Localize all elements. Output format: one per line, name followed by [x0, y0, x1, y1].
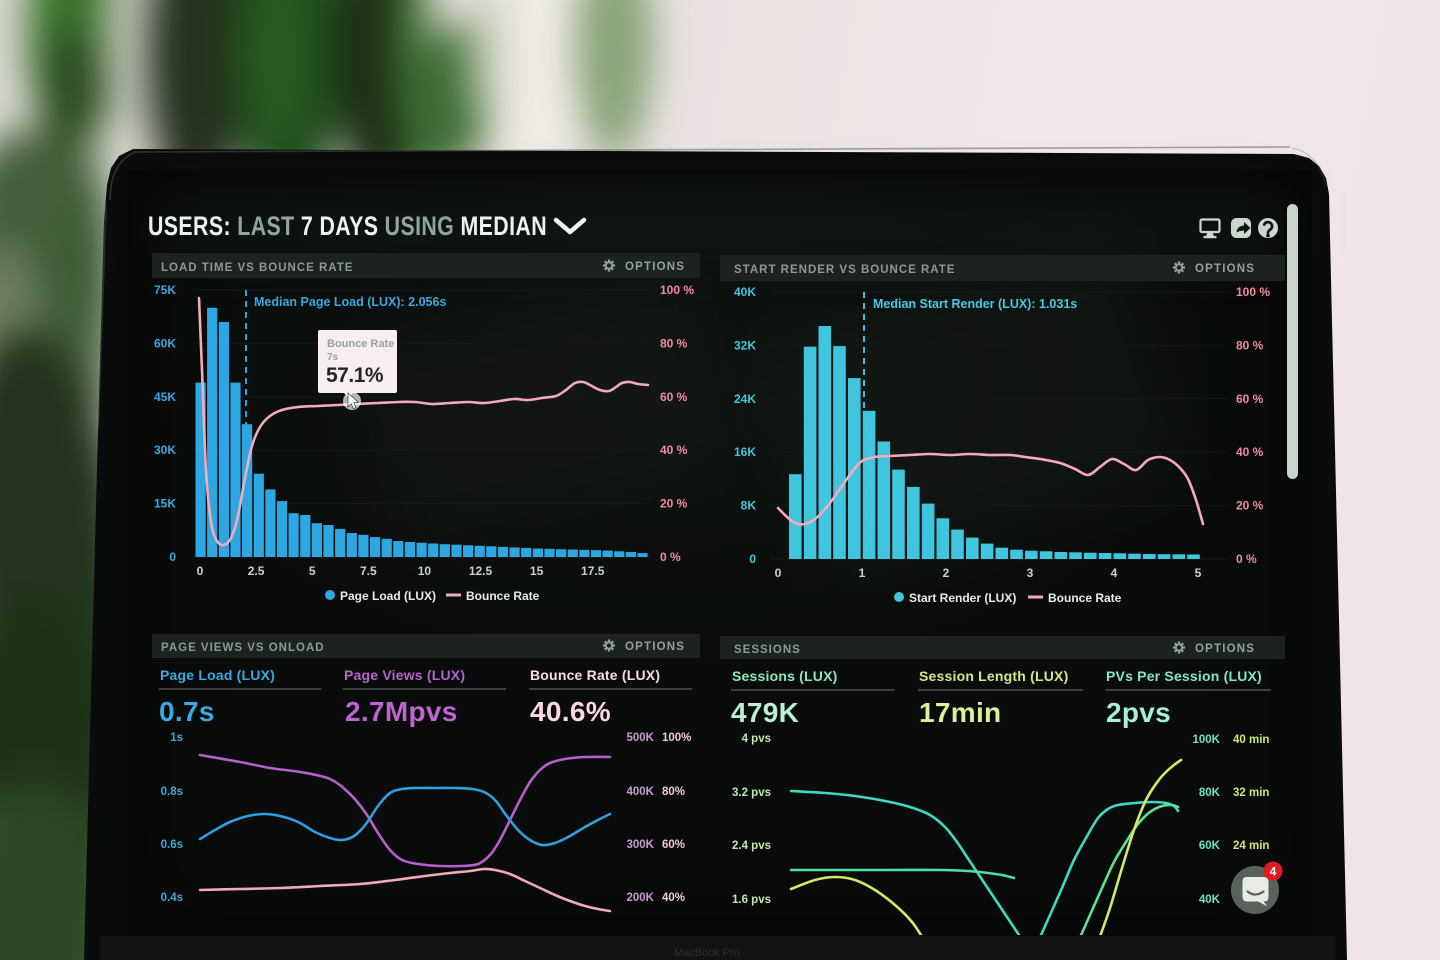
svg-text:Median Start Render (LUX): 1.0: Median Start Render (LUX): 1.031s — [873, 297, 1077, 311]
svg-text:10: 10 — [418, 564, 432, 578]
svg-text:300K: 300K — [627, 839, 655, 851]
svg-text:OPTIONS: OPTIONS — [1195, 643, 1255, 655]
svg-text:PAGE VIEWS VS ONLOAD: PAGE VIEWS VS ONLOAD — [161, 642, 325, 654]
svg-text:SESSIONS: SESSIONS — [734, 644, 801, 656]
svg-text:0: 0 — [197, 564, 204, 578]
svg-text:0: 0 — [169, 550, 176, 564]
svg-text:20 %: 20 % — [660, 497, 688, 511]
svg-text:LOAD TIME VS BOUNCE RATE: LOAD TIME VS BOUNCE RATE — [161, 262, 353, 274]
svg-text:Bounce Rate: Bounce Rate — [466, 589, 540, 603]
svg-text:4: 4 — [1270, 865, 1277, 879]
svg-text:Bounce Rate: Bounce Rate — [1048, 591, 1122, 605]
svg-text:0.6s: 0.6s — [161, 839, 183, 851]
svg-text:2.4 pvs: 2.4 pvs — [732, 840, 771, 852]
svg-text:7.5: 7.5 — [360, 564, 377, 578]
svg-text:7s: 7s — [327, 352, 339, 363]
svg-text:4: 4 — [1111, 566, 1118, 580]
svg-text:200K: 200K — [627, 892, 655, 904]
svg-text:40K: 40K — [1199, 894, 1221, 906]
svg-text:5: 5 — [1195, 566, 1202, 580]
svg-text:20 %: 20 % — [1236, 499, 1264, 513]
svg-text:Session Length (LUX): Session Length (LUX) — [919, 668, 1068, 684]
svg-text:MacBook Pro: MacBook Pro — [674, 947, 740, 959]
svg-text:Bounce Rate (LUX): Bounce Rate (LUX) — [530, 667, 660, 683]
svg-text:0.7s: 0.7s — [159, 696, 215, 727]
svg-text:17.5: 17.5 — [581, 564, 605, 578]
svg-text:8K: 8K — [741, 499, 757, 513]
svg-text:2.7Mpvs: 2.7Mpvs — [345, 696, 458, 727]
svg-text:400K: 400K — [627, 786, 655, 798]
svg-text:1: 1 — [859, 566, 866, 580]
svg-text:24 min: 24 min — [1233, 840, 1269, 852]
svg-text:100 %: 100 % — [660, 283, 694, 297]
svg-text:Median Page Load (LUX): 2.056s: Median Page Load (LUX): 2.056s — [254, 295, 446, 309]
svg-text:3.2 pvs: 3.2 pvs — [732, 787, 771, 799]
svg-text:40%: 40% — [662, 892, 685, 904]
svg-text:Bounce Rate: Bounce Rate — [327, 338, 394, 350]
svg-text:Page Views (LUX): Page Views (LUX) — [344, 667, 465, 683]
svg-text:Start Render (LUX): Start Render (LUX) — [909, 591, 1016, 605]
svg-text:45K: 45K — [154, 390, 176, 404]
svg-text:15K: 15K — [154, 497, 176, 511]
svg-text:80 %: 80 % — [660, 336, 688, 350]
svg-text:USERS: LAST 7 DAYS USING MEDIA: USERS: LAST 7 DAYS USING MEDIAN — [148, 212, 547, 242]
svg-text:START RENDER VS BOUNCE RATE: START RENDER VS BOUNCE RATE — [734, 264, 955, 276]
svg-text:479K: 479K — [731, 697, 799, 728]
svg-text:60 %: 60 % — [660, 390, 688, 404]
svg-text:100K: 100K — [1193, 734, 1221, 746]
svg-text:17min: 17min — [919, 697, 1001, 728]
svg-text:15: 15 — [530, 564, 544, 578]
svg-text:2pvs: 2pvs — [1106, 697, 1171, 728]
svg-text:OPTIONS: OPTIONS — [1195, 263, 1255, 275]
svg-text:80 %: 80 % — [1236, 338, 1264, 352]
svg-text:100 %: 100 % — [1236, 285, 1270, 299]
svg-text:0.4s: 0.4s — [161, 892, 183, 904]
svg-text:40 %: 40 % — [1236, 445, 1264, 459]
svg-text:5: 5 — [309, 564, 316, 578]
svg-text:24K: 24K — [734, 392, 756, 406]
svg-text:60K: 60K — [1199, 840, 1221, 852]
svg-text:40 min: 40 min — [1233, 734, 1269, 746]
svg-text:40K: 40K — [734, 285, 756, 299]
svg-text:32K: 32K — [734, 338, 756, 352]
svg-text:0 %: 0 % — [1236, 552, 1257, 566]
svg-text:500K: 500K — [627, 732, 655, 744]
svg-text:80K: 80K — [1199, 787, 1221, 799]
svg-text:16K: 16K — [734, 445, 756, 459]
svg-text:80%: 80% — [662, 786, 685, 798]
svg-text:60%: 60% — [662, 839, 685, 851]
svg-text:30K: 30K — [154, 443, 176, 457]
svg-text:0 %: 0 % — [660, 550, 681, 564]
svg-text:57.1%: 57.1% — [326, 364, 384, 387]
svg-text:0: 0 — [749, 552, 756, 566]
svg-text:75K: 75K — [154, 283, 176, 297]
svg-text:40 %: 40 % — [660, 443, 688, 457]
svg-text:4 pvs: 4 pvs — [742, 733, 771, 745]
svg-text:Page Load (LUX): Page Load (LUX) — [340, 589, 436, 603]
svg-text:100%: 100% — [662, 732, 691, 744]
svg-text:2: 2 — [943, 566, 950, 580]
svg-text:1.6 pvs: 1.6 pvs — [732, 894, 771, 906]
svg-text:1s: 1s — [170, 732, 183, 744]
svg-text:3: 3 — [1027, 566, 1034, 580]
svg-text:OPTIONS: OPTIONS — [625, 261, 685, 273]
svg-text:40.6%: 40.6% — [530, 696, 611, 727]
svg-text:2.5: 2.5 — [248, 564, 265, 578]
svg-text:Sessions (LUX): Sessions (LUX) — [732, 668, 838, 684]
svg-text:Page Load (LUX): Page Load (LUX) — [160, 667, 275, 683]
svg-text:60K: 60K — [154, 336, 176, 350]
svg-text:PVs Per Session (LUX): PVs Per Session (LUX) — [1106, 668, 1262, 684]
svg-text:OPTIONS: OPTIONS — [625, 641, 685, 653]
svg-text:0: 0 — [775, 566, 782, 580]
svg-text:60 %: 60 % — [1236, 392, 1264, 406]
svg-text:12.5: 12.5 — [469, 564, 493, 578]
svg-text:0.8s: 0.8s — [161, 786, 183, 798]
svg-text:32 min: 32 min — [1233, 787, 1269, 799]
